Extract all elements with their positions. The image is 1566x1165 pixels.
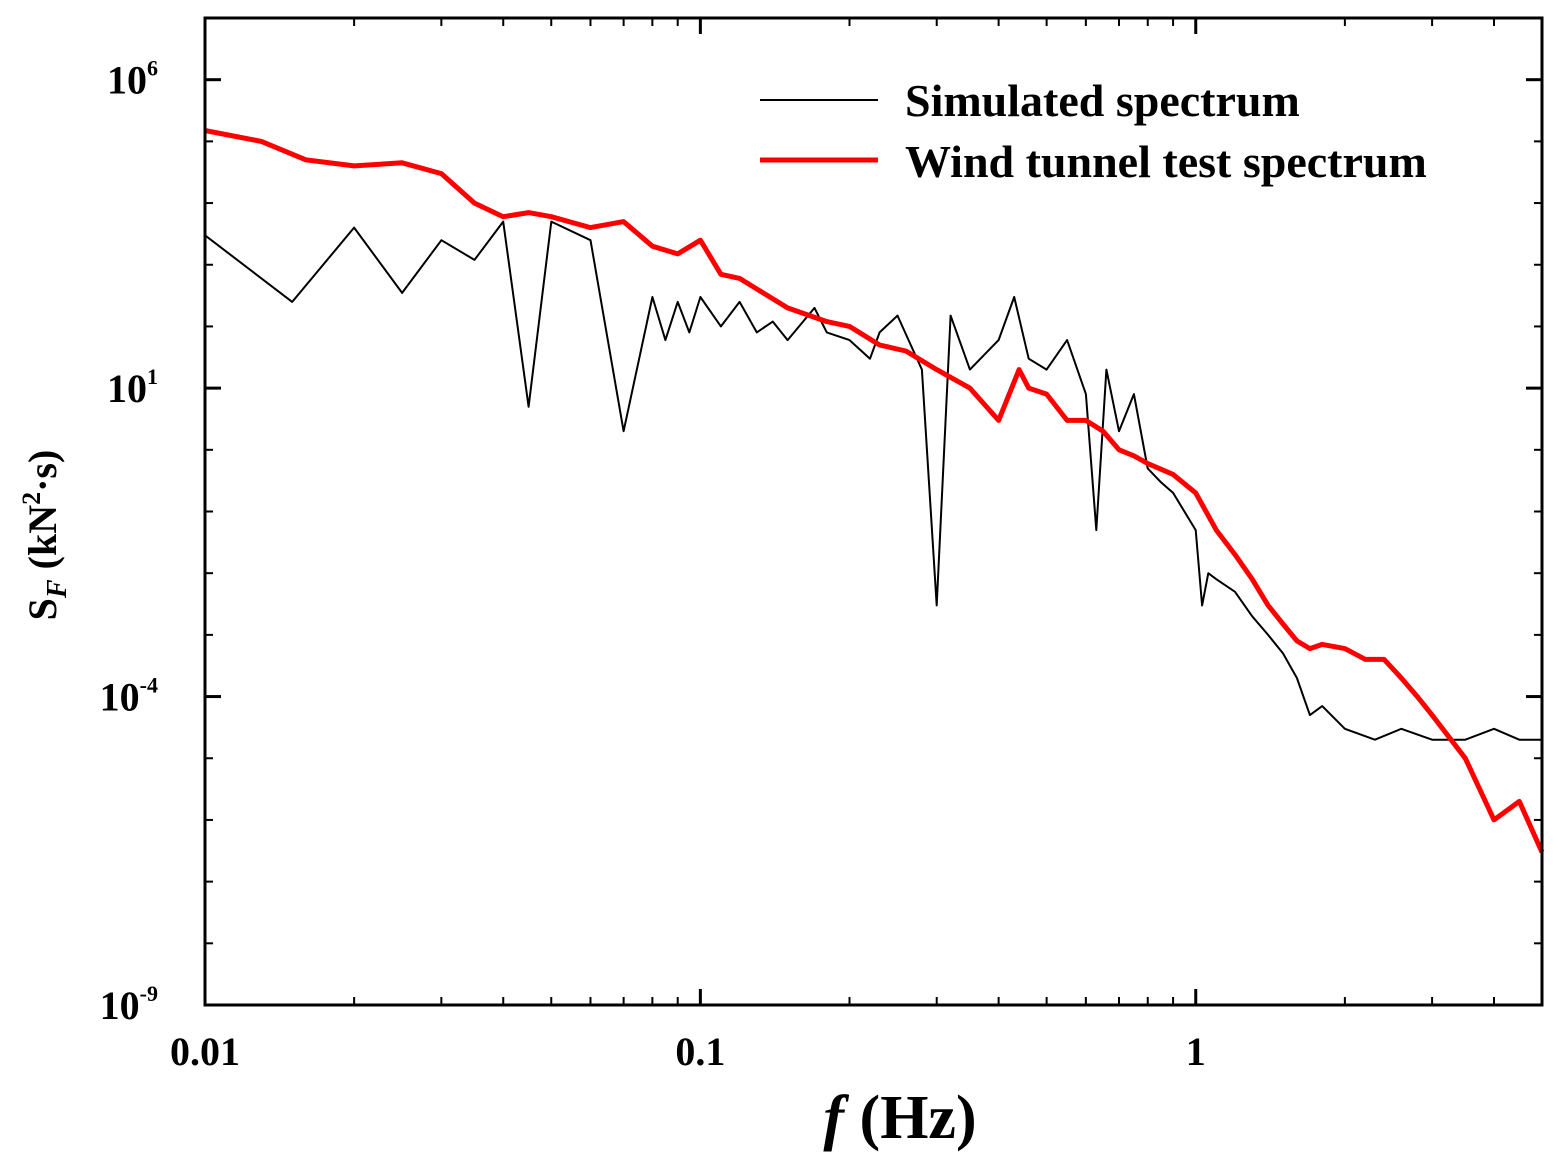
x-axis-title-unit: (Hz) [844,1084,977,1152]
y-axis-title-superscript: 2 [17,492,46,505]
y-axis-title-symbol: S [20,598,65,620]
x-tick-label: 0.1 [675,1029,725,1074]
y-tick-label-base: 10 [107,366,147,411]
legend-label-simulated: Simulated spectrum [905,75,1300,126]
series-layer [204,128,1545,854]
y-tick-label-exponent: -4 [140,673,158,698]
y-tick-label: 10-4 [100,673,158,720]
y-tick-label-exponent: 6 [147,56,158,81]
y-tick-label: 10-9 [100,981,158,1028]
y-tick-label-base: 10 [100,675,140,720]
y-tick-label-base: 10 [107,58,147,103]
y-tick-label-exponent: -9 [140,981,158,1006]
x-tick-labels: 0.01 0.1 1 [170,1029,1206,1074]
y-axis-title: SF (kN2·s) [17,450,73,621]
y-axis-title-unit: (kN [20,505,65,580]
y-tick-label: 106 [107,56,158,103]
x-axis-title: f (Hz) [823,1084,976,1152]
series-line-wind-tunnel [204,128,1545,854]
legend-label-wind-tunnel: Wind tunnel test spectrum [905,136,1427,187]
y-tick-label-exponent: 1 [147,364,158,389]
x-tick-label: 1 [1186,1029,1206,1074]
y-tick-label-base: 10 [100,983,140,1028]
y-tick-label: 101 [107,364,158,411]
y-axis-title-unit-end: ·s) [20,450,65,492]
series-line-simulated [204,220,1542,741]
plot-frame [203,16,1544,1007]
legend: Simulated spectrum Wind tunnel test spec… [760,75,1427,187]
x-tick-label: 0.01 [170,1029,240,1074]
y-axis-title-subscript: F [42,579,73,599]
